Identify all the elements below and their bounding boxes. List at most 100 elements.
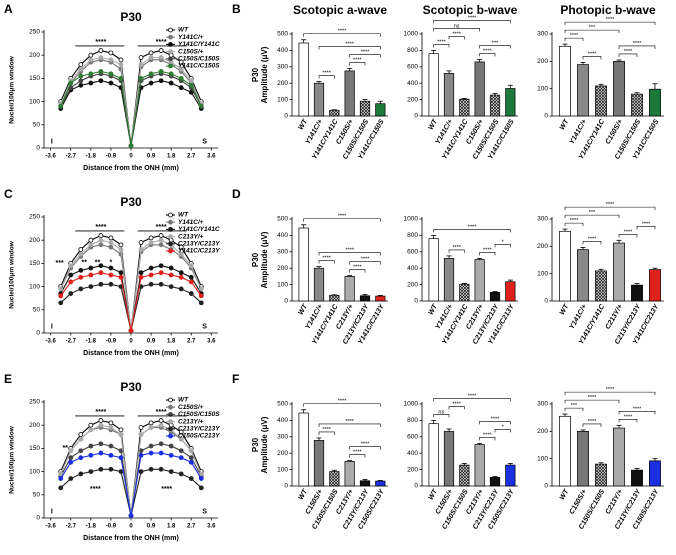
y-tick-label: 0 (544, 298, 548, 305)
data-point (158, 441, 164, 447)
data-point (88, 265, 94, 271)
bar (298, 227, 309, 302)
y-tick-label: 50 (33, 122, 41, 129)
series-line (60, 468, 202, 516)
legend-label: C213Y/+ (178, 418, 204, 425)
data-point (128, 143, 134, 149)
data-point (198, 103, 204, 109)
bar (649, 460, 661, 487)
data-point (168, 272, 174, 278)
bar (613, 60, 625, 117)
sig-bracket (564, 222, 584, 227)
sig-label: **** (633, 41, 642, 47)
data-point (168, 265, 174, 271)
bar (613, 242, 625, 302)
data-point (178, 76, 184, 81)
data-point (108, 281, 114, 287)
annotation: ** (62, 445, 68, 452)
legend-marker (168, 248, 173, 254)
y-tick-label: 300 (537, 216, 548, 223)
y-tick-label: 800 (407, 47, 418, 54)
legend-marker (168, 433, 173, 439)
sig-label: **** (338, 399, 347, 405)
legend-label: C213Y/C213Y (178, 241, 220, 248)
data-point (148, 71, 154, 77)
sig-bracket (349, 269, 366, 273)
data-point (188, 476, 194, 481)
data-point (78, 286, 84, 292)
data-point (58, 293, 64, 299)
sig-label: **** (483, 247, 492, 253)
data-point (118, 247, 124, 252)
data-point (108, 425, 114, 430)
sig-bracket (303, 33, 381, 37)
data-point (88, 237, 94, 243)
panel-label: B (232, 2, 241, 16)
data-point (128, 328, 134, 334)
x-tick-label: 0 (129, 339, 133, 345)
data-point (98, 450, 104, 456)
data-point (68, 272, 74, 278)
x-tick-label: WT (559, 488, 571, 502)
data-point (158, 233, 164, 238)
sig-label: ns (454, 23, 460, 29)
x-tick-label: 3.6 (207, 154, 216, 160)
sig-bracket (618, 53, 638, 57)
sig-bracket (479, 53, 496, 57)
data-point (98, 48, 104, 53)
data-point (108, 272, 114, 278)
bar (459, 98, 470, 117)
legend-label: C150S/+ (178, 48, 204, 55)
series-line (60, 272, 202, 331)
data-point (198, 476, 204, 481)
data-point (58, 485, 64, 491)
legend-label: C150S/+ (178, 404, 204, 411)
chart-title: Scotopic b-wave (423, 3, 518, 17)
data-point (98, 233, 104, 238)
sig-label: **** (322, 256, 331, 262)
data-point (158, 78, 164, 84)
x-tick-label: -3.6 (46, 339, 57, 345)
data-point (168, 443, 174, 449)
x-axis-label: Distance from the ONH (mm) (83, 165, 179, 172)
x-tick-label: -0.9 (106, 339, 117, 345)
sig-bracket (433, 398, 511, 402)
sig-bracket (303, 218, 381, 222)
bar (443, 258, 455, 302)
data-point (148, 420, 154, 426)
x-tick-label: WT (427, 118, 439, 132)
data-point (88, 52, 94, 58)
y-tick-label: 100 (29, 98, 40, 105)
data-point (118, 432, 124, 437)
x-tick-label: -2.7 (66, 339, 77, 345)
sig-bracket (564, 391, 656, 396)
data-point (88, 284, 94, 290)
data-point (78, 448, 84, 454)
annotation: *** (56, 260, 64, 267)
chart-title: P30 (120, 10, 142, 24)
data-point (148, 50, 154, 56)
y-tick-label: 1000 (404, 401, 419, 408)
data-point (118, 455, 124, 461)
y-tick-label: 300 (537, 401, 548, 408)
legend-label: Y141C/C150S (178, 63, 220, 70)
x-tick-label: C150S/+ (605, 118, 625, 145)
annotation: ** (95, 259, 101, 266)
x-tick-label: C150S/+ (569, 488, 589, 515)
bar (577, 249, 589, 302)
x-tick-label: 0 (129, 524, 133, 530)
sig-label: **** (570, 33, 579, 39)
legend-marker (168, 212, 173, 218)
data-point (158, 270, 164, 276)
data-point (138, 240, 144, 245)
sig-label: **** (452, 245, 461, 251)
sig-label: **** (468, 15, 477, 21)
legend-marker (168, 42, 173, 47)
data-point (158, 242, 164, 248)
panel-label: E (4, 372, 12, 386)
chart-title: P30 (120, 380, 142, 394)
series-line (60, 283, 202, 331)
y-tick-label: 800 (407, 417, 418, 424)
chart-title: Scotopic a-wave (293, 3, 387, 17)
